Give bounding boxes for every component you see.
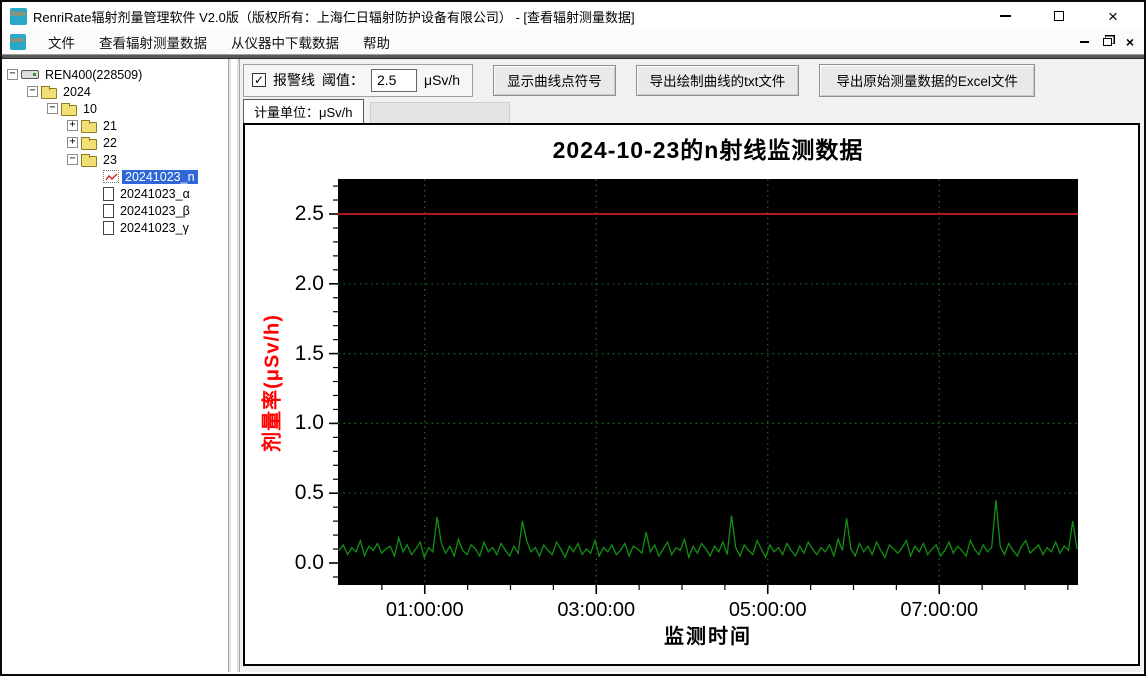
maximize-icon [1054, 11, 1064, 21]
tree-item-23[interactable]: − 23 [2, 151, 228, 168]
content-panel: ✓ 报警线 阈值： μSv/h 显示曲线点符号 导出绘制曲线的txt文件 导出原… [240, 59, 1144, 672]
tree-item-label: 20241023_γ [120, 220, 189, 235]
collapse-icon[interactable]: − [7, 69, 18, 80]
menu-separator [2, 54, 1144, 59]
y-tick-label: 1.0 [294, 411, 324, 435]
tree-item-REN400-228509-[interactable]: − REN400(228509) [2, 66, 228, 83]
folder-icon [81, 136, 97, 150]
menu-view-radiation-data[interactable]: 查看辐射测量数据 [99, 36, 207, 51]
expand-icon[interactable]: + [67, 120, 78, 131]
minimize-icon [999, 15, 1011, 17]
mdi-close-icon[interactable]: × [1125, 34, 1134, 50]
show-curve-points-button[interactable]: 显示曲线点符号 [493, 64, 616, 96]
close-button[interactable]: × [1100, 6, 1126, 26]
tree-item-20241023_-[interactable]: 20241023_α [2, 185, 228, 202]
panel-splitter[interactable] [228, 59, 240, 672]
chart-panel: 2024-10-23的n射线监测数据 剂量率(μSv/h) 监测时间 0.0 0.… [243, 123, 1140, 666]
threshold-unit-label: μSv/h [424, 72, 461, 88]
tree-item-label: 20241023_n [122, 169, 198, 184]
close-icon: × [1108, 6, 1118, 26]
tree-item-2024[interactable]: − 2024 [2, 83, 228, 100]
tab-strip-filler [369, 102, 510, 123]
threshold-label: 阈值： [322, 72, 364, 88]
folder-icon [61, 102, 77, 116]
y-tick-label: 0.0 [294, 551, 324, 574]
alarm-line-label: 报警线 [273, 72, 315, 88]
x-axis-label: 监测时间 [664, 626, 752, 648]
menu-download-from-instrument[interactable]: 从仪器中下载数据 [231, 36, 339, 51]
folder-icon [81, 119, 97, 133]
y-tick-label: 1.5 [294, 341, 324, 365]
export-txt-button[interactable]: 导出绘制曲线的txt文件 [635, 64, 800, 96]
mdi-restore-icon[interactable] [1102, 38, 1112, 46]
chart-container: 2024-10-23的n射线监测数据 剂量率(μSv/h) 监测时间 0.0 0.… [243, 123, 1140, 672]
tree-item-20241023_-[interactable]: 20241023_γ [2, 219, 228, 236]
menu-file[interactable]: 文件 [48, 36, 75, 51]
tree-item-label: 20241023_β [120, 203, 190, 218]
page-icon [103, 220, 114, 235]
x-tick-label: 01:00:00 [385, 599, 464, 621]
title-bar: RenriRate辐射剂量管理软件 V2.0版（版权所有：上海仁日辐射防护设备有… [2, 2, 1144, 30]
alarm-line-checkbox[interactable]: ✓ [252, 73, 266, 87]
threshold-input[interactable] [371, 68, 417, 92]
tree-item-22[interactable]: +22 [2, 134, 228, 151]
tree-item-20241023_n[interactable]: 20241023_n [2, 168, 228, 185]
tree-item-label: 10 [83, 101, 97, 116]
tab-strip: 计量单位：μSv/h [243, 98, 1140, 123]
device-icon [21, 70, 39, 79]
collapse-icon[interactable]: − [27, 86, 38, 97]
y-tick-label: 0.5 [294, 481, 324, 505]
alarm-settings-group: ✓ 报警线 阈值： μSv/h [243, 63, 474, 97]
page-icon [103, 203, 114, 218]
tree-item-label: 22 [103, 135, 117, 150]
collapse-icon[interactable]: − [67, 154, 78, 165]
page-icon [103, 186, 114, 201]
chart-icon [103, 170, 119, 183]
tree-item-label: REN400(228509) [45, 67, 143, 82]
app-logo-icon [10, 7, 27, 25]
dose-rate-curve [338, 179, 1078, 585]
folder-icon [41, 85, 57, 99]
maximize-button[interactable] [1046, 6, 1072, 26]
tree-item-10[interactable]: − 10 [2, 100, 228, 117]
tree-item-20241023_-[interactable]: 20241023_β [2, 202, 228, 219]
document-logo-icon [10, 34, 26, 50]
tree-item-label: 20241023_α [120, 186, 190, 201]
menu-bar: 文件 查看辐射测量数据 从仪器中下载数据 帮助 × [2, 30, 1144, 54]
plot-area [338, 179, 1078, 585]
collapse-icon[interactable]: − [47, 103, 58, 114]
y-tick-label: 2.0 [294, 271, 324, 295]
tree-item-21[interactable]: +21 [2, 117, 228, 134]
mdi-minimize-icon[interactable] [1079, 41, 1089, 43]
tab-measure-unit[interactable]: 计量单位：μSv/h [243, 99, 364, 123]
main-area: − REN400(228509) −2024−10 +21 +22−23 20241023… [2, 59, 1144, 672]
tree-item-label: 21 [103, 118, 117, 133]
chart-toolbar: ✓ 报警线 阈值： μSv/h 显示曲线点符号 导出绘制曲线的txt文件 导出原… [243, 59, 1140, 98]
window-title: RenriRate辐射剂量管理软件 V2.0版（版权所有：上海仁日辐射防护设备有… [33, 9, 635, 25]
export-excel-button[interactable]: 导出原始测量数据的Excel文件 [819, 63, 1035, 97]
minimize-button[interactable] [992, 6, 1018, 26]
y-tick-label: 2.5 [294, 202, 324, 225]
tree-item-label: 2024 [63, 84, 91, 99]
window-controls: × [992, 6, 1138, 26]
folder-icon [81, 153, 97, 167]
x-tick-label: 07:00:00 [900, 599, 979, 621]
x-tick-label: 03:00:00 [557, 599, 636, 621]
device-data-tree: − REN400(228509) −2024−10 +21 +22−23 20241023… [2, 59, 228, 672]
tree-item-label: 23 [103, 152, 117, 167]
expand-icon[interactable]: + [67, 137, 78, 148]
chart-title: 2024-10-23的n射线监测数据 [552, 137, 864, 163]
x-tick-label: 05:00:00 [728, 599, 807, 621]
mdi-window-controls: × [1079, 34, 1144, 50]
menu-help[interactable]: 帮助 [363, 36, 390, 51]
